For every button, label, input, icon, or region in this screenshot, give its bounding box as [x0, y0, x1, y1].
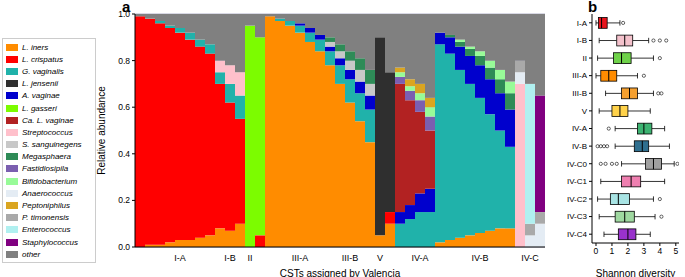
svg-text:IV-A: IV-A	[411, 253, 428, 263]
svg-text:I-A: I-A	[174, 253, 186, 263]
svg-text:1.0: 1.0	[118, 9, 130, 19]
svg-text:4: 4	[657, 246, 662, 256]
html-text:L. crispatus: L. crispatus	[22, 54, 63, 64]
svg-text:V: V	[582, 107, 588, 116]
html-text:P. timonensis: P. timonensis	[22, 213, 69, 223]
html-text:Staphylococcus: Staphylococcus	[22, 237, 78, 247]
html-text:S. sanguinegens: S. sanguinegens	[22, 140, 82, 150]
svg-text:II: II	[247, 253, 252, 263]
html-text:Fastidiosipila: Fastidiosipila	[22, 164, 69, 174]
html-text:other: other	[22, 249, 41, 259]
svg-text:IV-C0: IV-C0	[567, 160, 588, 169]
html-text:L. iners: L. iners	[22, 42, 49, 52]
html-text:L. gasseri: L. gasseri	[22, 103, 57, 113]
svg-text:V: V	[377, 253, 383, 263]
svg-text:IV-B: IV-B	[572, 142, 587, 151]
svg-text:0.6: 0.6	[118, 102, 130, 112]
html-text:Ca. L. vaginae: Ca. L. vaginae	[22, 115, 74, 125]
svg-text:IV-C3: IV-C3	[567, 212, 588, 221]
svg-text:CSTs assigned by Valencia: CSTs assigned by Valencia	[280, 268, 401, 277]
svg-text:III-B: III-B	[342, 253, 359, 263]
svg-text:0.4: 0.4	[118, 149, 130, 159]
svg-text:1: 1	[610, 246, 615, 256]
svg-text:0: 0	[594, 246, 599, 256]
svg-text:Relative abundance: Relative abundance	[96, 86, 107, 175]
svg-text:IV-C1: IV-C1	[567, 177, 588, 186]
html-text:L. jensenii: L. jensenii	[22, 79, 58, 89]
html-text:Peptoniphilus: Peptoniphilus	[22, 201, 70, 210]
svg-text:0.2: 0.2	[118, 195, 130, 205]
svg-text:3: 3	[642, 246, 647, 256]
svg-text:II: II	[583, 54, 587, 63]
svg-text:IV-A: IV-A	[572, 124, 588, 133]
svg-text:5: 5	[673, 246, 677, 256]
svg-text:0.0: 0.0	[118, 242, 130, 252]
svg-text:IV-C: IV-C	[521, 253, 539, 263]
svg-text:I-B: I-B	[577, 36, 587, 45]
svg-text:I-B: I-B	[224, 253, 236, 263]
svg-text:Shannon diversity: Shannon diversity	[596, 268, 676, 277]
html-text:Megasphaera: Megasphaera	[22, 152, 71, 162]
svg-text:III-A: III-A	[572, 71, 587, 80]
svg-text:IV-C4: IV-C4	[567, 230, 588, 239]
svg-text:2: 2	[626, 246, 631, 256]
svg-text:0.8: 0.8	[118, 56, 130, 66]
html-text:Streptococcus: Streptococcus	[22, 127, 73, 137]
svg-text:IV-C2: IV-C2	[567, 195, 588, 204]
svg-text:III-A: III-A	[292, 253, 309, 263]
svg-text:III-B: III-B	[572, 89, 587, 98]
html-text:G. vaginalis: G. vaginalis	[22, 67, 64, 76]
svg-text:I-A: I-A	[577, 19, 588, 28]
html-text:Bifidobacterium: Bifidobacterium	[22, 176, 78, 186]
html-text:Anaerococcus: Anaerococcus	[22, 188, 73, 198]
html-text:A. vaginae: A. vaginae	[22, 91, 60, 101]
html-text:Enterococcus: Enterococcus	[22, 225, 71, 235]
svg-text:IV-B: IV-B	[471, 253, 488, 263]
